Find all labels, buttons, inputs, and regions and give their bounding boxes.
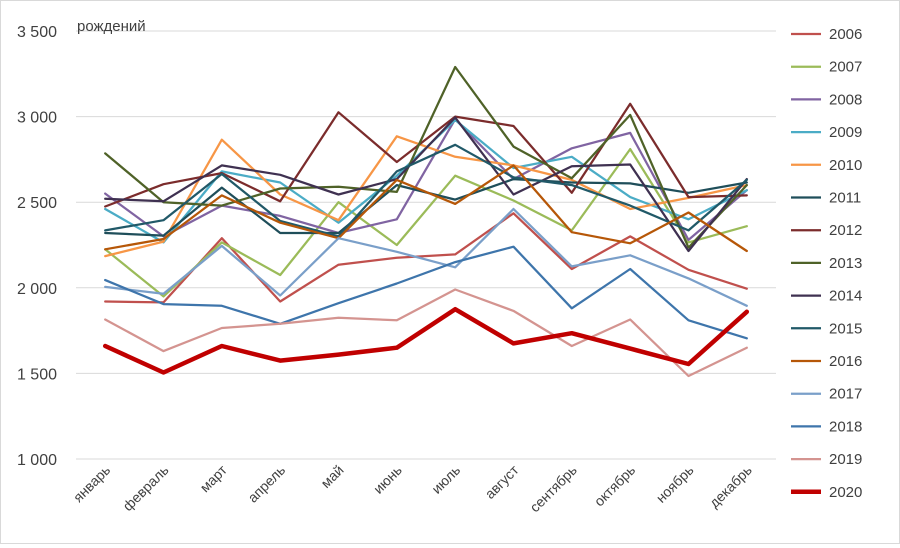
y-tick-label: 1 000 [17, 452, 57, 469]
x-tick-label: апрель [244, 462, 288, 506]
legend-label-2020: 2020 [829, 484, 862, 501]
x-tick-label: ноябрь [653, 462, 697, 506]
legend-label-2018: 2018 [829, 418, 862, 435]
y-tick-label: 1 500 [17, 366, 57, 383]
legend-label-2014: 2014 [829, 288, 862, 305]
series-line-2018 [104, 245, 748, 340]
legend-label-2010: 2010 [829, 157, 862, 174]
x-tick-label: январь [70, 462, 113, 505]
y-axis-unit-label: рождений [77, 18, 146, 35]
series-line-2014 [104, 116, 748, 253]
x-tick-label: май [317, 462, 346, 491]
series-line-2020 [102, 306, 750, 375]
x-tick-label: октябрь [591, 462, 638, 509]
series-line-2010 [104, 135, 748, 258]
series-line-2013 [104, 65, 748, 249]
legend-label-2017: 2017 [829, 386, 862, 403]
legend-label-2006: 2006 [829, 26, 862, 43]
legend-label-2016: 2016 [829, 353, 862, 370]
series-line-2017 [104, 207, 748, 307]
x-tick-label: декабрь [706, 462, 755, 511]
x-tick-label: июль [428, 462, 463, 497]
legend-label-2012: 2012 [829, 222, 862, 239]
y-axis: 1 000 1 500 2 000 2 500 3 000 3 500 [17, 24, 57, 469]
x-tick-label: сентябрь [526, 462, 579, 515]
series-line-2019 [104, 288, 748, 378]
series-line-2011 [104, 177, 748, 237]
y-tick-label: 3 000 [17, 110, 57, 127]
legend-label-2019: 2019 [829, 451, 862, 468]
x-axis: январь февраль март апрель май июнь июль август… [70, 461, 755, 515]
series-lines [102, 65, 750, 378]
y-tick-label: 2 000 [17, 281, 57, 298]
y-tick-label: 2 500 [17, 195, 57, 212]
gridlines [76, 30, 776, 460]
x-tick-label: август [482, 461, 522, 501]
legend-label-2011: 2011 [829, 190, 861, 207]
series-line-2015 [104, 143, 748, 238]
series-line-2007 [104, 147, 748, 298]
series-line-2008 [104, 118, 748, 242]
series-line-2006 [104, 212, 748, 304]
legend-label-2009: 2009 [829, 124, 862, 141]
y-tick-label: 3 500 [17, 24, 57, 41]
series-line-2016 [104, 164, 748, 253]
legend-label-2007: 2007 [829, 59, 862, 76]
legend-label-2013: 2013 [829, 255, 862, 272]
x-tick-label: март [196, 461, 230, 495]
legend-label-2008: 2008 [829, 91, 862, 108]
legend-label-2015: 2015 [829, 320, 862, 337]
x-tick-label: февраль [119, 462, 171, 514]
x-tick-label: июнь [370, 462, 405, 497]
series-line-2012 [104, 102, 748, 208]
legend: 2006 2007 2008 2009 2010 2011 2012 2013 2014 2015… [791, 26, 862, 501]
